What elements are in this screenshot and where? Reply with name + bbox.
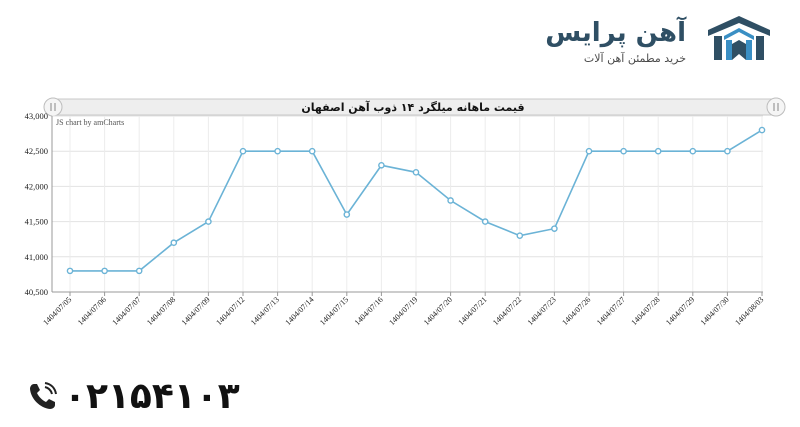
data-point[interactable] xyxy=(412,169,420,176)
x-tick-label: 1404/07/14 xyxy=(283,295,315,327)
x-tick-label: 1404/08/03 xyxy=(733,295,765,327)
chart-credit: JS chart by amCharts xyxy=(56,118,124,127)
brand-mark-icon xyxy=(708,16,770,60)
x-tick-label: 1404/07/23 xyxy=(526,295,558,327)
phone-icon xyxy=(30,382,57,409)
data-point[interactable] xyxy=(724,147,731,155)
data-point[interactable] xyxy=(308,147,316,155)
data-point[interactable] xyxy=(274,147,281,155)
x-tick-label: 1404/07/22 xyxy=(491,295,523,327)
y-tick-label: 42,000 xyxy=(25,181,48,191)
x-tick-label: 1404/07/16 xyxy=(353,295,385,327)
data-point[interactable] xyxy=(205,218,212,225)
data-point[interactable] xyxy=(135,267,143,275)
data-point[interactable] xyxy=(101,267,108,275)
y-tick-label: 41,000 xyxy=(25,252,48,262)
data-point[interactable] xyxy=(447,197,454,204)
x-tick-label: 1404/07/12 xyxy=(214,295,246,327)
x-tick-label: 1404/07/05 xyxy=(41,295,73,327)
data-point[interactable] xyxy=(170,239,178,247)
x-tick-label: 1404/07/26 xyxy=(560,295,592,327)
data-point[interactable] xyxy=(516,232,524,239)
x-tick-label: 1404/07/07 xyxy=(110,295,142,327)
data-point[interactable] xyxy=(481,218,489,225)
chart-title: قیمت ماهانه میلگرد ۱۴ ذوب آهن اصفهان xyxy=(301,100,524,114)
x-tick-label: 1404/07/15 xyxy=(318,295,350,327)
data-point[interactable] xyxy=(689,147,697,155)
brand-name: آهن پرایس xyxy=(545,18,686,48)
x-tick-label: 1404/07/19 xyxy=(387,295,419,327)
data-point[interactable] xyxy=(620,147,627,155)
x-tick-label: 1404/07/21 xyxy=(456,295,488,327)
x-tick-label: 1404/07/27 xyxy=(595,295,627,327)
x-tick-label: 1404/07/29 xyxy=(664,295,696,327)
data-point[interactable] xyxy=(758,126,766,134)
brand-tagline: خرید مطمئن آهن آلات xyxy=(583,52,686,65)
x-tick-label: 1404/07/30 xyxy=(699,295,731,327)
phone-number: ۰۲۱۵۴۱۰۳ xyxy=(64,375,240,417)
x-tick-label: 1404/07/08 xyxy=(145,295,177,327)
phone-contact[interactable]: ۰۲۱۵۴۱۰۳ xyxy=(28,375,240,417)
y-tick-label: 41,500 xyxy=(25,217,48,227)
x-tick-label: 1404/07/13 xyxy=(249,295,281,327)
data-point[interactable] xyxy=(551,225,558,232)
x-tick-label: 1404/07/06 xyxy=(76,295,108,327)
data-point[interactable] xyxy=(654,147,662,155)
data-point[interactable] xyxy=(66,267,74,275)
y-tick-label: 40,500 xyxy=(25,287,48,297)
scrollbar-right-handle[interactable] xyxy=(766,97,786,117)
x-tick-label: 1404/07/09 xyxy=(180,295,212,327)
x-tick-label: 1404/07/20 xyxy=(422,295,454,327)
data-point[interactable] xyxy=(378,161,385,169)
data-point[interactable] xyxy=(585,147,593,155)
brand-logo: آهن پرایس خرید مطمئن آهن آلات xyxy=(545,14,784,70)
data-point[interactable] xyxy=(239,147,247,155)
y-tick-label: 42,500 xyxy=(25,146,48,156)
data-point[interactable] xyxy=(343,211,351,218)
y-tick-label: 43,000 xyxy=(25,111,48,121)
x-tick-label: 1404/07/28 xyxy=(629,295,661,327)
price-chart: قیمت ماهانه میلگرد ۱۴ ذوب آهن اصفهان JS … xyxy=(0,96,800,336)
